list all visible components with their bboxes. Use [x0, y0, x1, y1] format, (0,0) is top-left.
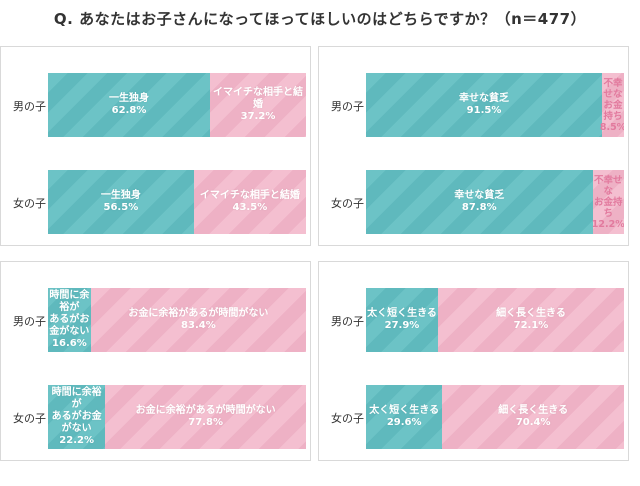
bar-segment: 幸せな貧乏 91.5%: [366, 73, 603, 137]
stacked-bar: 時間に余裕が あるがお金がない 22.2% お金に余裕があるが時間がない 77.8…: [48, 385, 306, 449]
bar-segment: 幸せな貧乏 87.8%: [366, 170, 593, 234]
bar-segment: 一生独身 62.8%: [48, 73, 211, 137]
bar-segment: イマイチな相手と結婚 43.5%: [193, 170, 306, 234]
bar-segment: 不幸せな お金持ち 12.2%: [592, 170, 624, 234]
category-label: 女の子: [331, 412, 364, 425]
stacked-bar: 時間に余裕が あるがお金がない 16.6% お金に余裕があるが時間がない 83.4…: [48, 288, 306, 352]
bar-segment: 不幸せな お金持ち 8.5%: [600, 73, 624, 137]
bar-segment: 時間に余裕が あるがお金がない 22.2%: [48, 385, 106, 449]
stacked-bar: 幸せな貧乏 91.5% 不幸せな お金持ち 8.5%: [366, 73, 624, 137]
category-label: 女の子: [331, 197, 364, 210]
category-label: 女の子: [13, 197, 46, 210]
bar-segment: 細く長く生きる 70.4%: [442, 385, 624, 449]
category-label: 男の子: [331, 315, 364, 328]
category-label: 女の子: [13, 412, 46, 425]
stacked-bar: 一生独身 56.5% イマイチな相手と結婚 43.5%: [48, 170, 306, 234]
bar-segment: 一生独身 56.5%: [48, 170, 194, 234]
category-label: 男の子: [13, 100, 46, 113]
bar-segment: お金に余裕があるが時間がない 83.4%: [90, 288, 306, 352]
stacked-bar: 一生独身 62.8% イマイチな相手と結婚 37.2%: [48, 73, 306, 137]
category-label: 男の子: [331, 100, 364, 113]
category-label: 男の子: [13, 315, 46, 328]
bar-segment: 時間に余裕が あるがお金がない 16.6%: [48, 288, 91, 352]
bar-segment: お金に余裕があるが時間がない 77.8%: [105, 385, 306, 449]
stacked-bar: 幸せな貧乏 87.8% 不幸せな お金持ち 12.2%: [366, 170, 624, 234]
bar-segment: イマイチな相手と結婚 37.2%: [210, 73, 306, 137]
bar-segment: 太く短く生きる 29.6%: [366, 385, 443, 449]
bar-segment: 細く長く生きる 72.1%: [437, 288, 624, 352]
chart-title: Q. あなたはお子さんになってほってほしいのはどちらですか？（n＝477）: [53, 10, 587, 28]
bar-segment: 太く短く生きる 27.9%: [366, 288, 438, 352]
stacked-bar: 太く短く生きる 27.9% 細く長く生きる 72.1%: [366, 288, 624, 352]
stacked-bar: 太く短く生きる 29.6% 細く長く生きる 70.4%: [366, 385, 624, 449]
